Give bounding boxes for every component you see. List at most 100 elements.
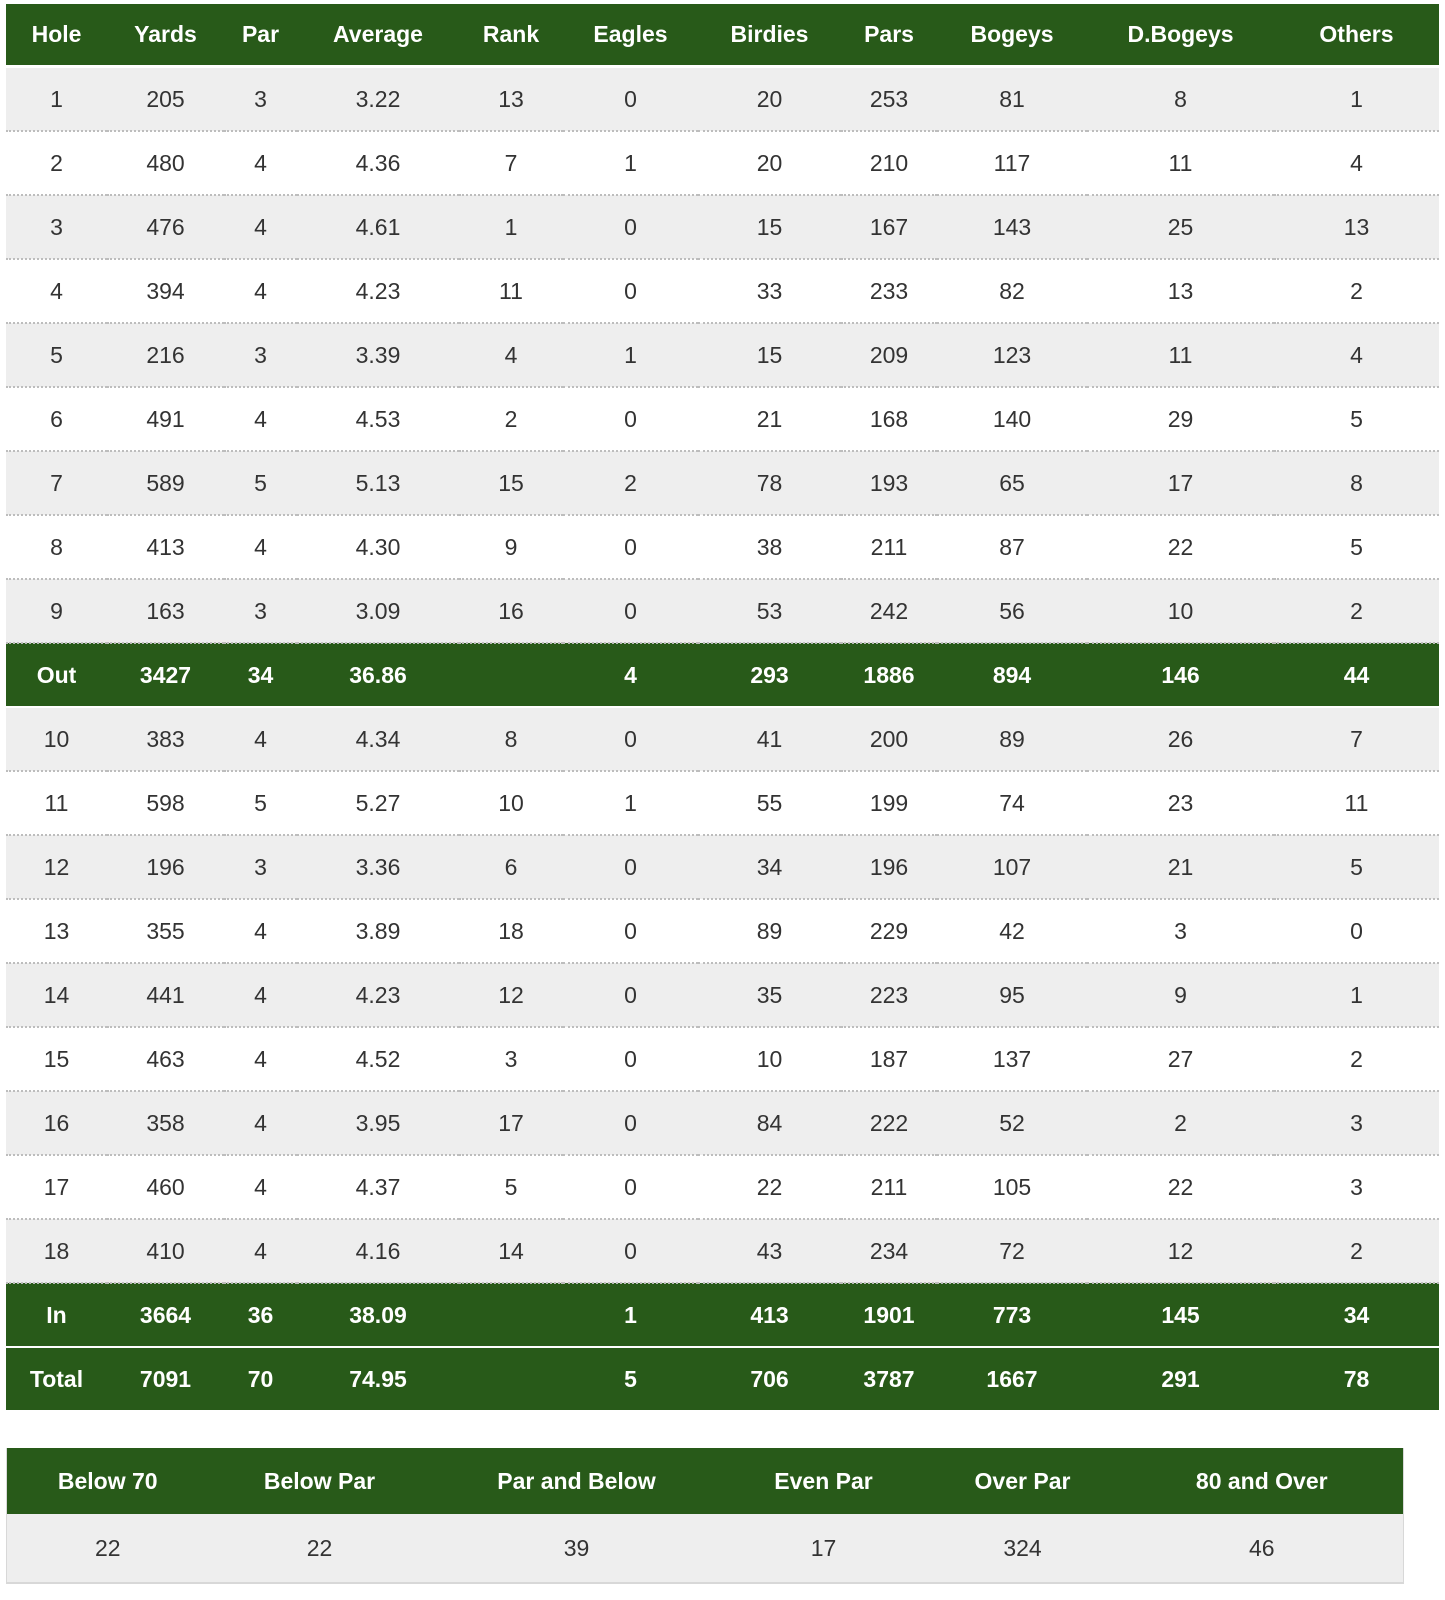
cell-average: 4.37	[297, 1155, 459, 1220]
summary-value-even-par: 17	[722, 1514, 925, 1584]
cell-par: 4	[224, 1091, 297, 1156]
cell-rank: 7	[459, 131, 563, 196]
cell-others: 2	[1274, 1027, 1439, 1092]
cell-rank: 10	[459, 771, 563, 836]
cell-eagles: 5	[563, 1347, 698, 1412]
cell-rank: 2	[459, 387, 563, 452]
summary-header-below-par: Below Par	[208, 1448, 431, 1514]
cell-par: 70	[224, 1347, 297, 1412]
col-header-average: Average	[297, 4, 459, 68]
cell-double-bogeys: 13	[1087, 259, 1274, 324]
col-header-others: Others	[1274, 4, 1439, 68]
cell-bogeys: 74	[937, 771, 1087, 836]
cell-bogeys: 89	[937, 707, 1087, 772]
stats-body: 1 205 3 3.22 13 0 20 253 81 8 1 2 480 4 4.36 7 1 20 210 117…	[6, 66, 1439, 1412]
cell-yards: 163	[107, 579, 224, 644]
cell-rank: 3	[459, 1027, 563, 1092]
cell-yards: 355	[107, 899, 224, 964]
cell-others: 7	[1274, 707, 1439, 772]
cell-double-bogeys: 22	[1087, 515, 1274, 580]
cell-birdies: 10	[698, 1027, 841, 1092]
table-row: 8 413 4 4.30 9 0 38 211 87 22 5	[6, 515, 1439, 580]
summary-values-row: 22 22 39 17 324 46	[6, 1514, 1404, 1584]
cell-birdies: 89	[698, 899, 841, 964]
cell-rank: 18	[459, 899, 563, 964]
cell-par: 3	[224, 579, 297, 644]
cell-average: 4.16	[297, 1219, 459, 1284]
cell-double-bogeys: 2	[1087, 1091, 1274, 1156]
cell-yards: 358	[107, 1091, 224, 1156]
cell-rank: 17	[459, 1091, 563, 1156]
col-header-bogeys: Bogeys	[937, 4, 1087, 68]
cell-rank: 5	[459, 1155, 563, 1220]
cell-bogeys: 82	[937, 259, 1087, 324]
cell-average: 3.39	[297, 323, 459, 388]
cell-bogeys: 773	[937, 1283, 1087, 1348]
cell-eagles: 0	[563, 66, 698, 132]
cell-yards: 205	[107, 66, 224, 132]
cell-yards: 7091	[107, 1347, 224, 1412]
col-header-double-bogeys: D.Bogeys	[1087, 4, 1274, 68]
cell-pars: 211	[841, 1155, 937, 1220]
cell-birdies: 41	[698, 707, 841, 772]
subtotal-row-out: Out 3427 34 36.86 4 293 1886 894 146 44	[6, 643, 1439, 708]
table-row: 3 476 4 4.61 1 0 15 167 143 25 13	[6, 195, 1439, 260]
cell-par: 4	[224, 195, 297, 260]
cell-bogeys: 107	[937, 835, 1087, 900]
cell-hole: 9	[6, 579, 107, 644]
cell-pars: 199	[841, 771, 937, 836]
col-header-eagles: Eagles	[563, 4, 698, 68]
cell-birdies: 21	[698, 387, 841, 452]
cell-yards: 589	[107, 451, 224, 516]
cell-hole: 11	[6, 771, 107, 836]
cell-average: 3.36	[297, 835, 459, 900]
col-header-hole: Hole	[6, 4, 107, 68]
cell-birdies: 15	[698, 195, 841, 260]
cell-eagles: 0	[563, 707, 698, 772]
cell-yards: 3427	[107, 643, 224, 708]
cell-par: 4	[224, 515, 297, 580]
cell-eagles: 0	[563, 259, 698, 324]
cell-average: 4.61	[297, 195, 459, 260]
cell-yards: 196	[107, 835, 224, 900]
cell-others: 11	[1274, 771, 1439, 836]
cell-birdies: 20	[698, 131, 841, 196]
summary-header-par-and-below: Par and Below	[430, 1448, 723, 1514]
cell-double-bogeys: 29	[1087, 387, 1274, 452]
cell-pars: 211	[841, 515, 937, 580]
cell-rank: 15	[459, 451, 563, 516]
cell-double-bogeys: 21	[1087, 835, 1274, 900]
cell-average: 5.13	[297, 451, 459, 516]
cell-par: 3	[224, 66, 297, 132]
cell-rank: 8	[459, 707, 563, 772]
col-header-birdies: Birdies	[698, 4, 841, 68]
cell-bogeys: 105	[937, 1155, 1087, 1220]
cell-hole: 10	[6, 707, 107, 772]
cell-hole: 3	[6, 195, 107, 260]
scoring-summary-table: Below 70 Below Par Par and Below Even Pa…	[6, 1448, 1404, 1584]
table-row: 18 410 4 4.16 14 0 43 234 72 12 2	[6, 1219, 1439, 1284]
cell-birdies: 33	[698, 259, 841, 324]
cell-birdies: 84	[698, 1091, 841, 1156]
cell-hole: Out	[6, 643, 107, 708]
cell-par: 4	[224, 963, 297, 1028]
cell-birdies: 34	[698, 835, 841, 900]
summary-value-below-70: 22	[6, 1514, 209, 1584]
cell-eagles: 0	[563, 899, 698, 964]
summary-value-par-and-below: 39	[430, 1514, 723, 1584]
cell-birdies: 35	[698, 963, 841, 1028]
cell-average: 36.86	[297, 643, 459, 708]
cell-average: 5.27	[297, 771, 459, 836]
table-row: 14 441 4 4.23 12 0 35 223 95 9 1	[6, 963, 1439, 1028]
subtotal-row-in: In 3664 36 38.09 1 413 1901 773 145 34	[6, 1283, 1439, 1348]
cell-average: 3.09	[297, 579, 459, 644]
cell-double-bogeys: 22	[1087, 1155, 1274, 1220]
cell-birdies: 20	[698, 66, 841, 132]
cell-par: 34	[224, 643, 297, 708]
cell-bogeys: 137	[937, 1027, 1087, 1092]
cell-hole: In	[6, 1283, 107, 1348]
cell-hole: Total	[6, 1347, 107, 1412]
table-row: 12 196 3 3.36 6 0 34 196 107 21 5	[6, 835, 1439, 900]
cell-others: 3	[1274, 1091, 1439, 1156]
cell-pars: 223	[841, 963, 937, 1028]
